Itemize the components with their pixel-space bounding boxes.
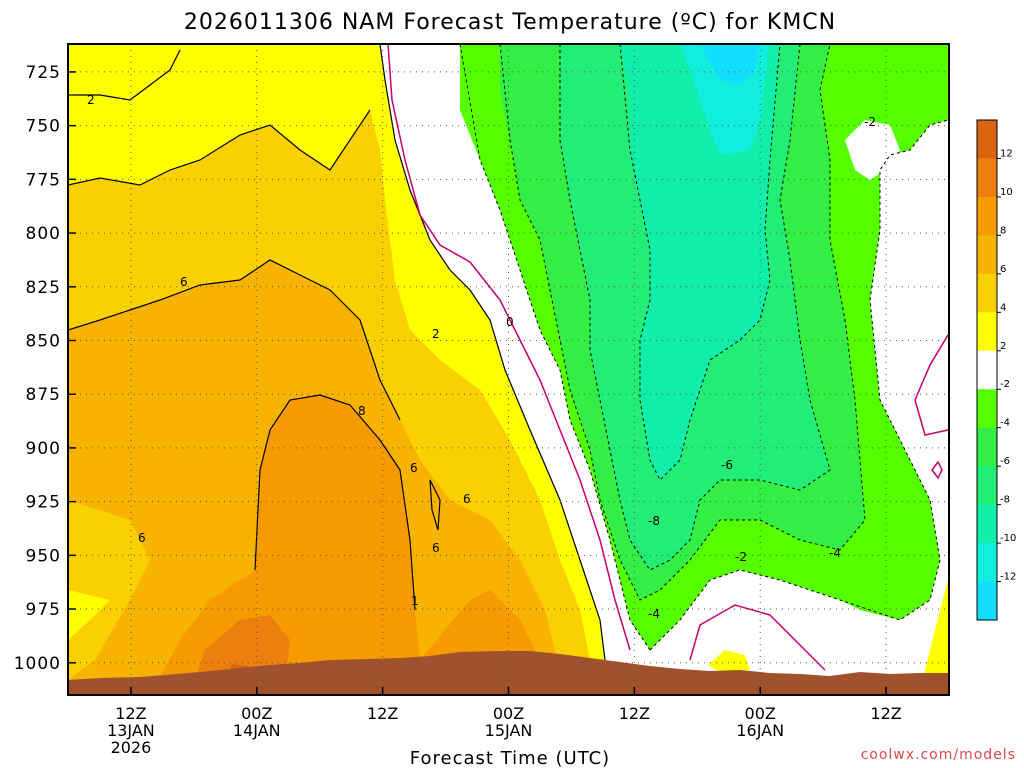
colorbar-swatch [977, 389, 997, 429]
colorbar-label: -12 [1000, 572, 1016, 583]
colorbar-label: 4 [1000, 302, 1006, 313]
colorbar-label: -4 [1000, 418, 1010, 429]
y-tick-label: 875 [26, 385, 61, 405]
plot-area: 2 6 2 0 8 6 6 6 6 1 -6 -8 -2 -4 -4 -2 [68, 44, 949, 695]
freezing-line-loop [689, 604, 826, 671]
grid-lines [68, 44, 949, 695]
colorbar-label: -6 [1000, 456, 1010, 467]
colorbar-swatch [977, 158, 997, 198]
contour-label-8: 8 [358, 404, 366, 418]
contour-label-neg4-b: -4 [648, 607, 660, 621]
x-tick-label: 12Z [115, 704, 146, 723]
colorbar-label: -10 [1000, 533, 1016, 544]
colorbar-label: 12 [1000, 148, 1013, 159]
colorbar: 12 10 8 6 4 2 -2 -4 -6 -8 -10 -12 [976, 119, 1016, 621]
contour-label-neg4-a: -4 [829, 546, 841, 560]
terrain-ground [68, 651, 948, 695]
contour-label-6-e: 6 [138, 531, 146, 545]
contour-label-6-a: 6 [180, 275, 188, 289]
contour-label-neg6: -6 [721, 458, 733, 472]
colorbar-swatch [977, 581, 997, 621]
contour-label-1: 1 [411, 594, 419, 608]
x-axis-title: Forecast Time (UTC) [410, 748, 610, 768]
colorbar-swatch [977, 543, 997, 583]
colorbar-swatch [977, 196, 997, 236]
contour-lens [429, 479, 441, 531]
colorbar-label: 10 [1000, 187, 1013, 198]
x-tick-label: 00Z [745, 704, 776, 723]
x-tick-label: 2026 [111, 738, 152, 757]
contour-neg8 [619, 44, 781, 481]
contour-label-6-c: 6 [463, 492, 471, 506]
x-tick-label: 12Z [367, 704, 398, 723]
y-tick-label: 900 [26, 439, 61, 459]
y-tick-label: 1000 [14, 654, 61, 674]
colorbar-swatch [977, 273, 997, 313]
contour-label-2-a: 2 [87, 93, 95, 107]
x-tick-label: 13JAN [107, 721, 155, 740]
field-late-warm-pocket [708, 650, 750, 672]
contour-6-warm [68, 259, 401, 421]
contour-label-6-d: 6 [432, 541, 440, 555]
contour-2-warm [68, 49, 181, 101]
contour-label-neg2-b: -2 [864, 115, 876, 129]
colorbar-label: -2 [1000, 379, 1010, 390]
contour-neg4 [499, 44, 866, 601]
y-tick-label: 825 [26, 278, 61, 298]
colorbar-label: 2 [1000, 341, 1006, 352]
colorbar-swatch [977, 312, 997, 352]
field-late-warm [920, 580, 948, 695]
freezing-line-east [914, 334, 949, 436]
x-tick-label: 14JAN [233, 721, 281, 740]
contour-neg2 [459, 44, 651, 651]
colorbar-label: 6 [1000, 264, 1006, 275]
colorbar-swatch [977, 504, 997, 544]
field-cold-neg8-neg10 [620, 44, 780, 480]
colorbar-swatch [977, 120, 997, 159]
colorbar-label: -8 [1000, 495, 1010, 506]
y-axis: 725 750 775 800 825 850 875 900 925 950 975 1000 [14, 63, 76, 674]
contour-8-warm [254, 394, 416, 611]
colorbar-swatch [977, 350, 997, 390]
y-tick-label: 800 [26, 224, 61, 244]
field-cold-neg12 [700, 44, 760, 85]
freezing-lines [387, 44, 949, 671]
freezing-line-main [387, 44, 631, 651]
contour-label-6-b: 6 [410, 461, 418, 475]
contour-4-warm [68, 109, 371, 186]
contour-label-0: 0 [506, 315, 514, 329]
chart-title: 2026011306 NAM Forecast Temperature (ºC)… [184, 10, 836, 35]
colorbar-swatch [977, 427, 997, 467]
contour-label-neg8: -8 [648, 514, 660, 528]
contour-labels: 2 6 2 0 8 6 6 6 6 1 -6 -8 -2 -4 -4 -2 [87, 93, 876, 621]
colorbar-frame [976, 119, 998, 621]
contour-2-east [379, 44, 606, 661]
colorbar-label: 8 [1000, 225, 1006, 236]
freezing-line-ring [931, 460, 943, 480]
x-tick-label: 00Z [493, 704, 524, 723]
contour-label-neg2-a: -2 [735, 550, 747, 564]
contour-label-2-b: 2 [432, 327, 440, 341]
credit-text: coolwx.com/models [861, 747, 1016, 763]
colorbar-swatch [977, 235, 997, 275]
y-tick-label: 725 [26, 63, 61, 83]
y-tick-label: 750 [26, 117, 61, 137]
x-tick-label: 12Z [870, 704, 901, 723]
x-tick-label: 15JAN [485, 721, 533, 740]
dashed-contours [459, 44, 949, 651]
y-tick-label: 775 [26, 170, 61, 190]
y-tick-label: 975 [26, 600, 61, 620]
y-tick-label: 850 [26, 331, 61, 351]
y-tick-label: 950 [26, 546, 61, 566]
contour-lines [68, 44, 606, 661]
x-tick-label: 00Z [241, 704, 272, 723]
x-tick-label: 16JAN [736, 721, 784, 740]
x-tick-label: 12Z [619, 704, 650, 723]
colorbar-swatch [977, 466, 997, 506]
y-tick-label: 925 [26, 493, 61, 513]
